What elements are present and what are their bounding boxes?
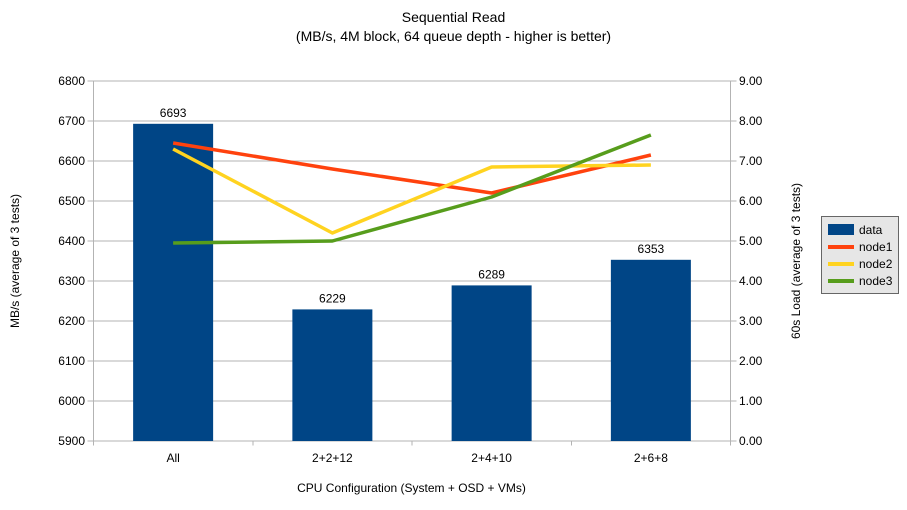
chart-subtitle: (MB/s, 4M block, 64 queue depth - higher… xyxy=(295,28,612,44)
chart-title: Sequential Read xyxy=(401,9,506,25)
legend-entry-node3: node3 xyxy=(828,274,896,288)
legend-swatch-node1 xyxy=(828,244,854,249)
legend-entry-node2: node2 xyxy=(828,257,896,271)
x-category-label: 2+4+10 xyxy=(471,451,512,465)
x-category-label: 2+6+8 xyxy=(634,451,668,465)
y-axis-left-title: MB/s (average of 3 tests) xyxy=(8,193,22,329)
bar-data xyxy=(133,123,214,442)
legend-swatch-node3 xyxy=(828,278,854,283)
bar-value-label: 6229 xyxy=(319,291,346,305)
y-right-tick-label: 3.00 xyxy=(739,314,763,328)
y-left-tick-label: 5900 xyxy=(58,434,85,448)
bar-data xyxy=(610,259,691,441)
legend-label: node3 xyxy=(859,273,893,288)
legend-label: data xyxy=(859,222,883,237)
bar-data xyxy=(451,285,532,441)
y-right-tick-label: 6.00 xyxy=(739,194,763,208)
y-left-tick-label: 6800 xyxy=(58,74,85,88)
bar-data xyxy=(292,309,373,441)
y-axis-right-title: 60s Load (average of 3 tests) xyxy=(789,182,803,340)
bar-value-label: 6693 xyxy=(160,106,187,120)
y-left-tick-label: 6200 xyxy=(58,314,85,328)
x-category-label: 2+2+12 xyxy=(312,451,353,465)
legend-label: node1 xyxy=(859,239,893,254)
bar-value-label: 6289 xyxy=(478,267,505,281)
y-right-tick-label: 0.00 xyxy=(739,434,763,448)
y-right-tick-label: 7.00 xyxy=(739,154,763,168)
y-right-tick-label: 4.00 xyxy=(739,274,763,288)
y-left-tick-label: 6000 xyxy=(58,394,85,408)
y-left-tick-label: 6500 xyxy=(58,194,85,208)
y-left-tick-label: 6300 xyxy=(58,274,85,288)
y-left-tick-label: 6700 xyxy=(58,114,85,128)
legend-swatch-node2 xyxy=(828,261,854,266)
legend-label: node2 xyxy=(859,256,893,271)
legend: data node1 node2 node3 xyxy=(821,216,899,294)
line-node3 xyxy=(173,133,652,245)
y-left-tick-label: 6100 xyxy=(58,354,85,368)
x-axis-title: CPU Configuration (System + OSD + VMs) xyxy=(297,481,526,495)
y-right-tick-label: 8.00 xyxy=(739,114,763,128)
legend-entry-node1: node1 xyxy=(828,240,896,254)
legend-swatch-data xyxy=(828,224,854,235)
y-right-tick-label: 1.00 xyxy=(739,394,763,408)
bar-value-label: 6353 xyxy=(638,242,665,256)
y-right-tick-label: 2.00 xyxy=(739,354,763,368)
legend-entry-data: data xyxy=(828,223,896,237)
y-right-tick-label: 5.00 xyxy=(739,234,763,248)
y-left-tick-label: 6400 xyxy=(58,234,85,248)
x-category-label: All xyxy=(166,451,179,465)
y-right-tick-label: 9.00 xyxy=(739,74,763,88)
line-node1 xyxy=(172,141,652,195)
y-left-tick-label: 6600 xyxy=(58,154,85,168)
